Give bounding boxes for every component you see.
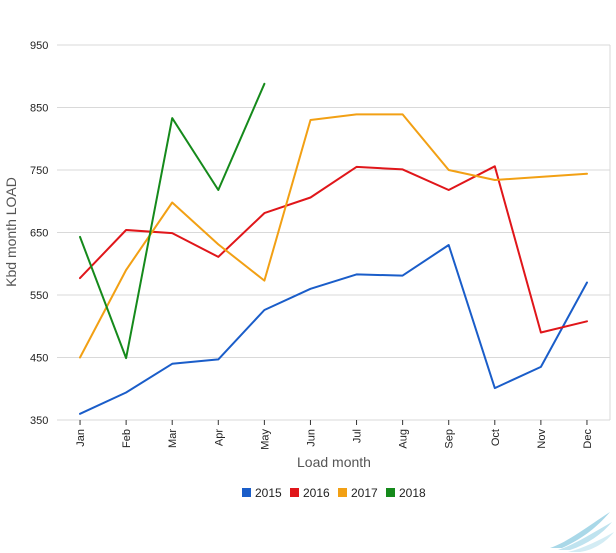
x-tick-label: Nov (536, 429, 548, 449)
x-tick-label: Jan (75, 429, 87, 447)
y-tick-label: 350 (30, 415, 48, 427)
series-line-2015 (79, 244, 588, 415)
x-tick-label: May (259, 429, 271, 450)
logo-icon (550, 512, 614, 552)
series-line-2018 (79, 82, 266, 360)
x-tick-label: Feb (121, 429, 133, 448)
legend-swatch-2015 (242, 488, 251, 497)
x-axis-ticks: Jan Feb Mar Apr May Jun Jul Aug Sep Oct Nov Dec (75, 420, 594, 450)
series-line-2016 (79, 165, 588, 334)
legend-label: 2018 (399, 486, 426, 500)
series-lines (79, 82, 588, 415)
y-tick-label: 850 (30, 103, 48, 115)
gridlines (57, 44, 611, 421)
legend-swatch-2017 (338, 488, 347, 497)
legend-label: 2017 (351, 486, 378, 500)
x-tick-label: Apr (213, 429, 225, 446)
y-axis-ticks: 350 450 550 650 750 850 950 (30, 40, 48, 427)
legend-label: 2015 (255, 486, 282, 500)
x-tick-label: Oct (490, 429, 502, 446)
x-tick-label: Jun (305, 429, 317, 447)
y-axis-title: Kbd month LOAD (3, 177, 19, 287)
x-tick-label: Sep (444, 429, 456, 449)
x-axis-title: Load month (297, 454, 371, 470)
y-tick-label: 550 (30, 290, 48, 302)
legend-swatch-2016 (290, 488, 299, 497)
y-tick-label: 450 (30, 353, 48, 365)
x-tick-label: Jul (352, 429, 364, 443)
y-tick-label: 950 (30, 40, 48, 52)
series-line-2017 (79, 113, 588, 359)
legend: 2015 2016 2017 2018 (242, 486, 426, 500)
y-tick-label: 650 (30, 228, 48, 240)
x-tick-label: Dec (582, 429, 594, 449)
x-tick-label: Mar (167, 429, 179, 448)
y-tick-label: 750 (30, 165, 48, 177)
legend-swatch-2018 (386, 488, 395, 497)
x-tick-label: Aug (398, 429, 410, 449)
legend-label: 2016 (303, 486, 330, 500)
